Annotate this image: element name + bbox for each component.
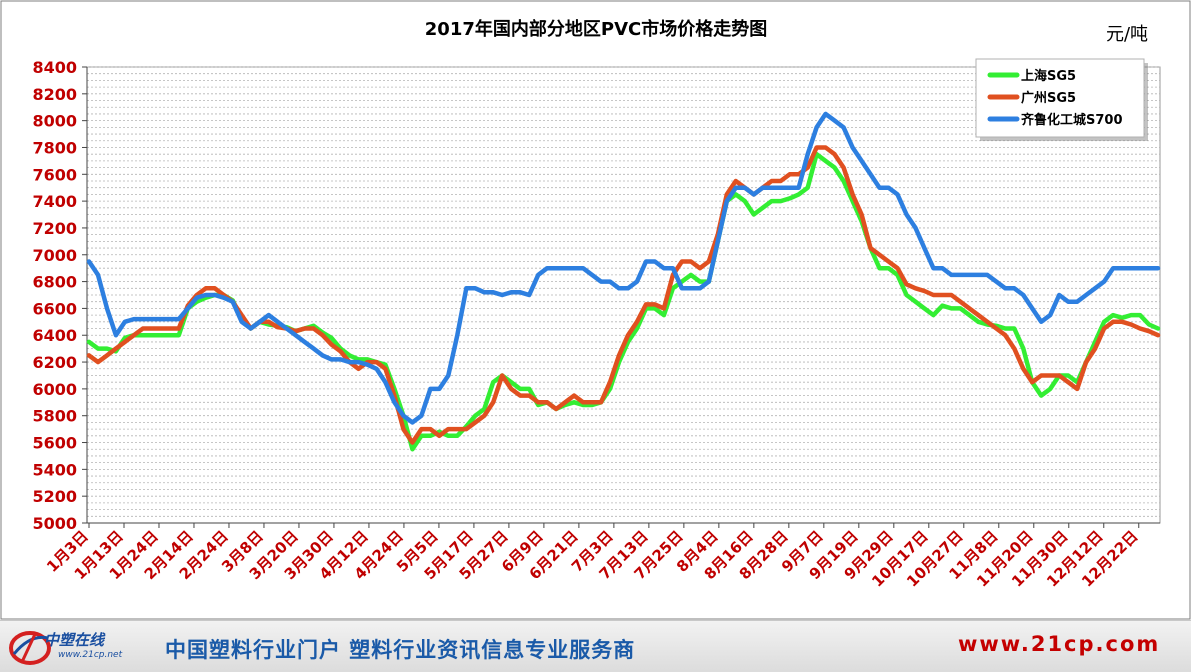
y-tick-label: 5000 [32,514,77,533]
y-tick-label: 7400 [32,192,77,211]
y-tick-label: 6000 [32,380,77,399]
site-logo-icon [9,631,51,665]
y-tick-label: 6600 [32,299,77,318]
y-tick-label: 5600 [32,434,77,453]
y-tick-label: 6800 [32,273,77,292]
series-line [86,145,1161,445]
logo-text: 中塑在线 [44,631,105,649]
footer-band [0,620,1191,672]
y-tick-label: 7800 [32,138,77,157]
logo-url: www.21cp.net [58,650,123,660]
y-tick-label: 8200 [32,85,77,104]
y-tick-label: 7600 [32,165,77,184]
footer-website[interactable]: www.21cp.com [958,632,1161,656]
y-tick-label: 5400 [32,460,77,479]
y-tick-label: 7000 [32,246,77,265]
legend-label: 上海SG5 [1021,68,1076,84]
series-line [86,111,1161,425]
footer-slogan: 中国塑料行业门户 塑料行业资讯信息专业服务商 [165,638,636,662]
chart-title: 2017年国内部分地区PVC市场价格走势图 [425,18,767,40]
legend-label: 齐鲁化工城S700 [1021,112,1123,128]
y-tick-label: 6400 [32,326,77,345]
y-tick-label: 6200 [32,353,77,372]
legend-label: 广州SG5 [1021,90,1076,106]
unit-label: 元/吨 [1106,24,1148,45]
y-tick-label: 8400 [32,58,77,77]
y-tick-label: 8000 [32,112,77,131]
series [86,111,1161,452]
chart-svg: 5000 5200 5400 5600 5800 6000 6200 6400 6600 6800… [0,0,1191,620]
y-tick-label: 7200 [32,219,77,238]
legend: 上海SG5 广州SG5 齐鲁化工城S700 [975,58,1148,141]
y-tick-label: 5200 [32,487,77,506]
y-tick-label: 5800 [32,407,77,426]
y-axis: 5000 5200 5400 5600 5800 6000 6200 6400 6600 6800… [32,58,88,533]
